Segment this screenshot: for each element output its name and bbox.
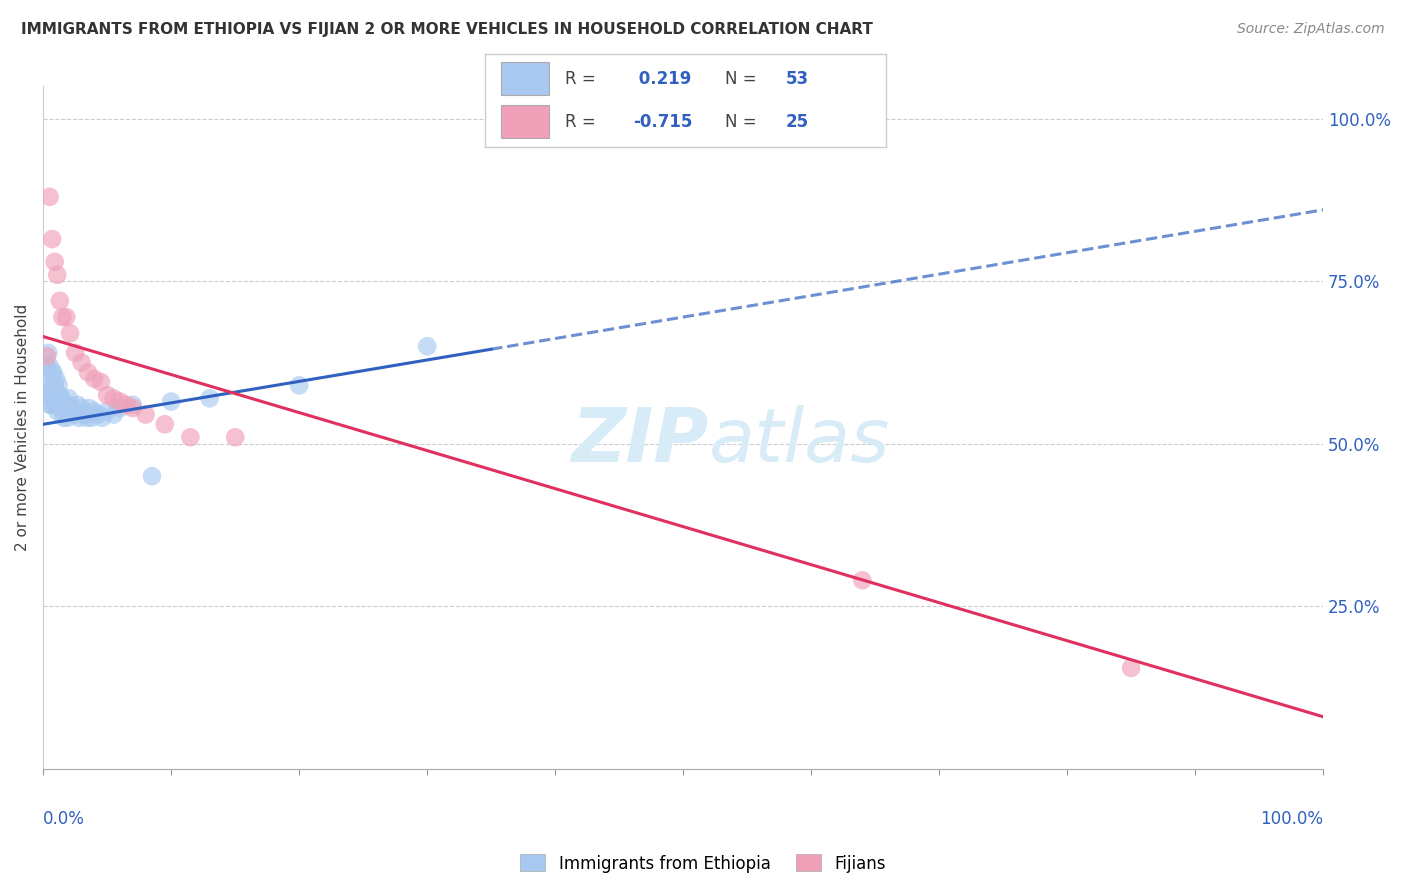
- Point: [103, 408, 125, 422]
- Point: [91, 410, 114, 425]
- Point: [41, 392, 63, 406]
- Point: [35, 359, 58, 373]
- Text: Source: ZipAtlas.com: Source: ZipAtlas.com: [1237, 22, 1385, 37]
- Point: [38, 190, 60, 204]
- Text: R =: R =: [565, 70, 602, 87]
- Point: [35, 388, 58, 402]
- Point: [45, 384, 67, 399]
- Point: [141, 469, 163, 483]
- Point: [70, 355, 93, 369]
- Text: N =: N =: [725, 70, 762, 87]
- Point: [58, 392, 80, 406]
- Point: [59, 326, 82, 341]
- Point: [96, 388, 118, 402]
- Point: [39, 378, 62, 392]
- Point: [49, 293, 72, 308]
- Point: [70, 401, 93, 415]
- Point: [53, 398, 76, 412]
- Point: [160, 394, 183, 409]
- Point: [55, 401, 77, 415]
- Text: N =: N =: [725, 113, 762, 131]
- Point: [87, 408, 110, 422]
- Point: [83, 404, 105, 418]
- Point: [46, 392, 69, 406]
- Point: [60, 401, 83, 415]
- Point: [37, 384, 59, 399]
- Point: [416, 339, 439, 353]
- Point: [121, 398, 143, 412]
- Point: [48, 398, 70, 412]
- Point: [115, 398, 138, 412]
- Point: [44, 398, 66, 412]
- Point: [83, 372, 105, 386]
- Text: atlas: atlas: [709, 405, 890, 477]
- Text: ZIP: ZIP: [571, 405, 709, 478]
- Point: [103, 392, 125, 406]
- Text: IMMIGRANTS FROM ETHIOPIA VS FIJIAN 2 OR MORE VEHICLES IN HOUSEHOLD CORRELATION C: IMMIGRANTS FROM ETHIOPIA VS FIJIAN 2 OR …: [21, 22, 873, 37]
- Point: [49, 401, 72, 415]
- Point: [45, 372, 67, 386]
- Text: 53: 53: [786, 70, 808, 87]
- Point: [39, 398, 62, 412]
- Point: [38, 398, 60, 412]
- Point: [62, 404, 84, 418]
- Point: [46, 268, 69, 282]
- Point: [56, 410, 79, 425]
- Point: [51, 310, 73, 324]
- Text: 100.0%: 100.0%: [1260, 810, 1323, 828]
- Bar: [501, 105, 550, 138]
- Point: [35, 349, 58, 363]
- Point: [55, 310, 77, 324]
- Point: [67, 410, 90, 425]
- Point: [80, 410, 103, 425]
- Y-axis label: 2 or more Vehicles in Household: 2 or more Vehicles in Household: [15, 304, 30, 551]
- Point: [108, 394, 131, 409]
- Point: [90, 375, 112, 389]
- Text: 0.0%: 0.0%: [44, 810, 86, 828]
- Point: [41, 365, 63, 379]
- Point: [41, 232, 63, 246]
- Point: [63, 346, 86, 360]
- Point: [44, 378, 66, 392]
- Point: [51, 394, 73, 409]
- Point: [48, 378, 70, 392]
- Point: [1121, 661, 1143, 675]
- Point: [77, 365, 100, 379]
- Text: 0.219: 0.219: [633, 70, 692, 87]
- Point: [96, 404, 118, 418]
- Point: [66, 398, 89, 412]
- Point: [288, 378, 311, 392]
- Text: -0.715: -0.715: [633, 113, 693, 131]
- Point: [35, 372, 58, 386]
- Point: [42, 365, 65, 379]
- Point: [52, 410, 75, 425]
- Point: [198, 392, 221, 406]
- Point: [153, 417, 176, 432]
- Point: [76, 410, 98, 425]
- Point: [121, 401, 143, 415]
- Point: [63, 408, 86, 422]
- Point: [42, 384, 65, 399]
- Point: [49, 388, 72, 402]
- Point: [59, 398, 82, 412]
- Point: [108, 401, 131, 415]
- Point: [851, 574, 873, 588]
- Bar: [501, 62, 550, 95]
- Point: [77, 401, 100, 415]
- Point: [224, 430, 246, 444]
- Point: [73, 408, 96, 422]
- Text: R =: R =: [565, 113, 602, 131]
- Text: 25: 25: [786, 113, 808, 131]
- Legend: Immigrants from Ethiopia, Fijians: Immigrants from Ethiopia, Fijians: [513, 847, 893, 880]
- Point: [38, 359, 60, 373]
- Point: [49, 392, 72, 406]
- Point: [179, 430, 201, 444]
- Point: [135, 408, 157, 422]
- Point: [44, 255, 66, 269]
- Point: [37, 346, 59, 360]
- Point: [46, 404, 69, 418]
